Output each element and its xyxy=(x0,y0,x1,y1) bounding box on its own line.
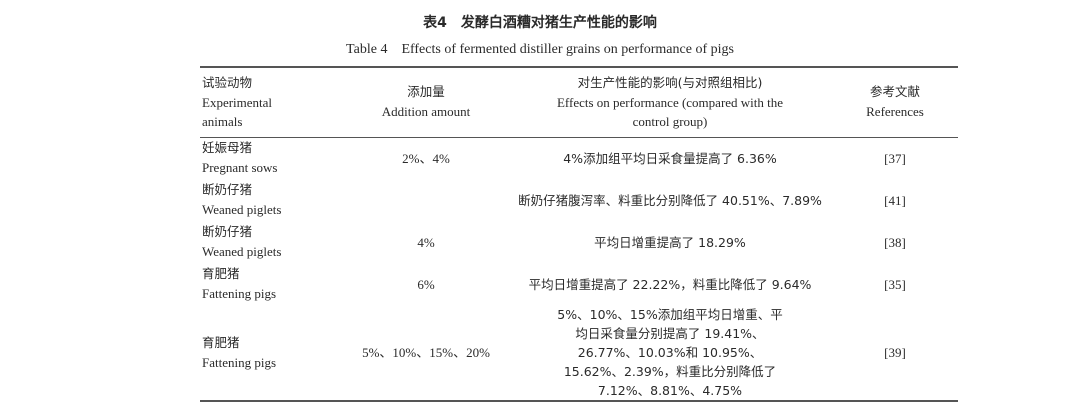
table-row: 育肥猪 Fattening pigs 5%、10%、15%、20% 5%、10%、… xyxy=(200,305,958,401)
cell-reference: [41] xyxy=(884,192,906,208)
table-row: 育肥猪 Fattening pigs 6% 平均日增重提高了 22.22%，料重比… xyxy=(200,263,958,305)
animal-zh: 妊娠母猪 xyxy=(202,140,253,156)
animal-en: Weaned piglets xyxy=(202,202,282,217)
header-references: 参考文献 References xyxy=(832,67,958,137)
cell-amount: 4% xyxy=(417,234,435,250)
header-row: 试验动物 Experimental animals 添加量 Addition amo… xyxy=(200,67,958,137)
header-amount: 添加量 Addition amount xyxy=(344,67,508,137)
animal-en: Fattening pigs xyxy=(202,354,277,370)
cell-amount: 6% xyxy=(417,276,435,292)
animal-zh: 育肥猪 xyxy=(202,266,240,281)
table-row: 断奶仔猪 Weaned piglets 断奶仔猪腹泻率、料重比分别降低了 40.5… xyxy=(200,179,958,221)
animal-zh: 断奶仔猪 xyxy=(202,182,253,197)
cell-amount: 2%、4% xyxy=(402,150,450,166)
cell-amount xyxy=(344,179,508,221)
cell-reference: [37] xyxy=(884,150,906,166)
animal-en: Weaned piglets xyxy=(202,244,282,259)
animal-en: Pregnant sows xyxy=(202,160,278,176)
header-en: Experimental animals xyxy=(202,94,273,129)
cell-animal: 妊娠母猪 Pregnant sows xyxy=(200,137,344,179)
cell-effect: 平均日增重提高了 22.22%，料重比降低了 9.64% xyxy=(508,263,832,305)
effect-text: 断奶仔猪腹泻率、料重比分别降低了 40.51%、7.89% xyxy=(518,192,822,208)
header-animals: 试验动物 Experimental animals xyxy=(200,67,344,137)
table-row: 断奶仔猪 Weaned piglets 4% 平均日增重提高了 18.29% [3… xyxy=(200,221,958,263)
animal-en: Fattening pigs xyxy=(202,286,277,301)
cell-reference: [39] xyxy=(884,345,906,360)
effect-text: 平均日增重提高了 18.29% xyxy=(594,234,746,250)
header-zh: 对生产性能的影响(与对照组相比) xyxy=(577,74,763,90)
effect-text: 5%、10%、15%添加组平均日增重、平均日采食量分别提高了 19.41%、26… xyxy=(557,307,783,398)
header-effects: 对生产性能的影响(与对照组相比) Effects on performance (… xyxy=(508,67,832,137)
header-en: Effects on performance (compared with th… xyxy=(556,94,784,129)
cell-amount: 5%、10%、15%、20% xyxy=(362,345,490,360)
cell-animal: 断奶仔猪 Weaned piglets xyxy=(200,221,344,263)
cell-animal: 断奶仔猪 Weaned piglets xyxy=(200,179,344,221)
table-row: 妊娠母猪 Pregnant sows 2%、4% 4%添加组平均日采食量提高了 6… xyxy=(200,137,958,179)
table-title-en: Table 4 Effects of fermented distiller g… xyxy=(346,42,734,57)
cell-effect: 平均日增重提高了 18.29% xyxy=(508,221,832,263)
cell-effect: 断奶仔猪腹泻率、料重比分别降低了 40.51%、7.89% xyxy=(508,179,832,221)
cell-reference: [38] xyxy=(884,234,906,250)
cell-animal: 育肥猪 Fattening pigs xyxy=(200,305,344,401)
header-zh: 试验动物 xyxy=(202,74,253,90)
table-title-zh: 表4 发酵白酒糟对猪生产性能的影响 xyxy=(423,15,657,31)
data-table: 试验动物 Experimental animals 添加量 Addition amo… xyxy=(200,66,958,402)
cell-effect: 5%、10%、15%添加组平均日增重、平均日采食量分别提高了 19.41%、26… xyxy=(508,305,832,401)
header-zh: 参考文献 xyxy=(869,84,920,100)
effect-text: 4%添加组平均日采食量提高了 6.36% xyxy=(563,150,777,166)
header-en: References xyxy=(866,104,924,120)
animal-zh: 断奶仔猪 xyxy=(202,224,253,239)
effect-text: 平均日增重提高了 22.22%，料重比降低了 9.64% xyxy=(528,276,812,292)
cell-animal: 育肥猪 Fattening pigs xyxy=(200,263,344,305)
animal-zh: 育肥猪 xyxy=(202,334,240,350)
header-en: Addition amount xyxy=(381,104,471,120)
cell-reference: [35] xyxy=(884,276,906,292)
header-zh: 添加量 xyxy=(407,84,445,100)
cell-effect: 4%添加组平均日采食量提高了 6.36% xyxy=(508,137,832,179)
